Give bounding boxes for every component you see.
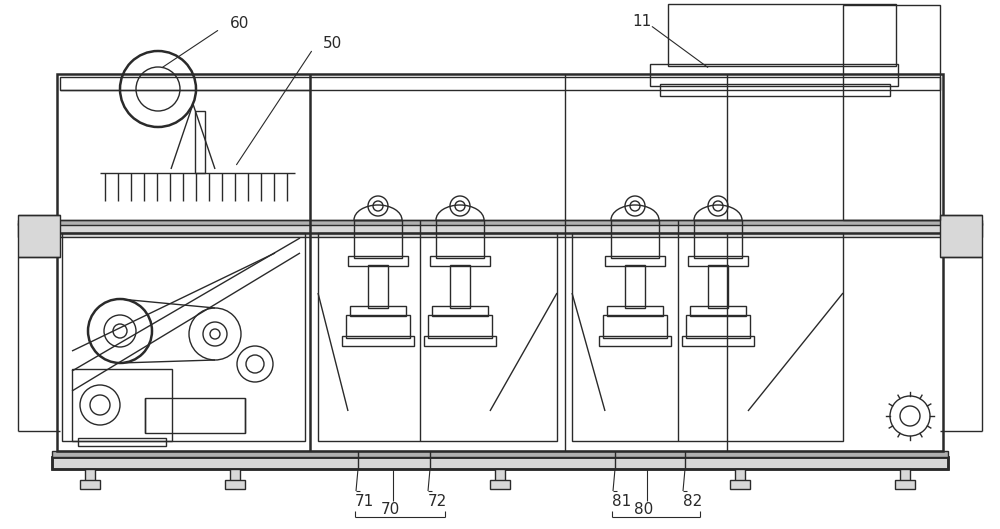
Bar (686, 315, 750, 338)
Bar (85, 469, 95, 481)
Text: 60: 60 (230, 15, 249, 31)
Bar (495, 469, 505, 481)
Bar (690, 306, 746, 316)
Bar (52, 457, 948, 469)
Bar (611, 220, 659, 258)
Bar (195, 111, 205, 173)
Bar (52, 451, 948, 457)
Text: 71: 71 (355, 494, 374, 508)
Bar (660, 84, 890, 96)
Text: 11: 11 (632, 14, 651, 29)
Bar (72, 369, 172, 441)
Bar (843, 5, 940, 220)
Bar (490, 480, 510, 489)
Bar (78, 438, 166, 446)
Bar (450, 265, 470, 308)
Bar (436, 220, 484, 258)
Bar (694, 220, 742, 258)
Bar (230, 469, 240, 481)
Bar (572, 233, 843, 441)
Bar (18, 220, 982, 225)
Bar (318, 233, 557, 441)
Bar (599, 336, 671, 346)
Bar (735, 469, 745, 481)
Bar (625, 265, 645, 308)
Bar (52, 457, 948, 469)
Bar (368, 265, 388, 308)
Text: 70: 70 (380, 501, 400, 516)
Bar (430, 256, 490, 266)
Bar (682, 336, 754, 346)
Bar (57, 74, 943, 451)
Bar (18, 215, 60, 257)
Text: 81: 81 (612, 494, 631, 508)
Bar (60, 77, 940, 90)
Bar (225, 480, 245, 489)
Bar (350, 306, 406, 316)
Bar (900, 469, 910, 481)
Bar (342, 336, 414, 346)
Bar (668, 4, 896, 66)
Bar (607, 306, 663, 316)
Text: 72: 72 (428, 494, 447, 508)
Bar (605, 256, 665, 266)
Bar (424, 336, 496, 346)
Bar (708, 265, 728, 308)
Bar (62, 233, 305, 441)
Bar (348, 256, 408, 266)
Bar (346, 315, 410, 338)
Bar (895, 480, 915, 489)
Bar (354, 220, 402, 258)
Bar (688, 256, 748, 266)
Bar (145, 398, 245, 433)
Text: 50: 50 (323, 37, 342, 51)
Bar (432, 306, 488, 316)
Bar (603, 315, 667, 338)
Text: 80: 80 (634, 501, 654, 516)
Bar (940, 215, 982, 257)
Bar (730, 480, 750, 489)
Text: 82: 82 (683, 494, 702, 508)
Bar (18, 223, 982, 237)
Bar (650, 64, 898, 86)
Bar (428, 315, 492, 338)
Bar (80, 480, 100, 489)
